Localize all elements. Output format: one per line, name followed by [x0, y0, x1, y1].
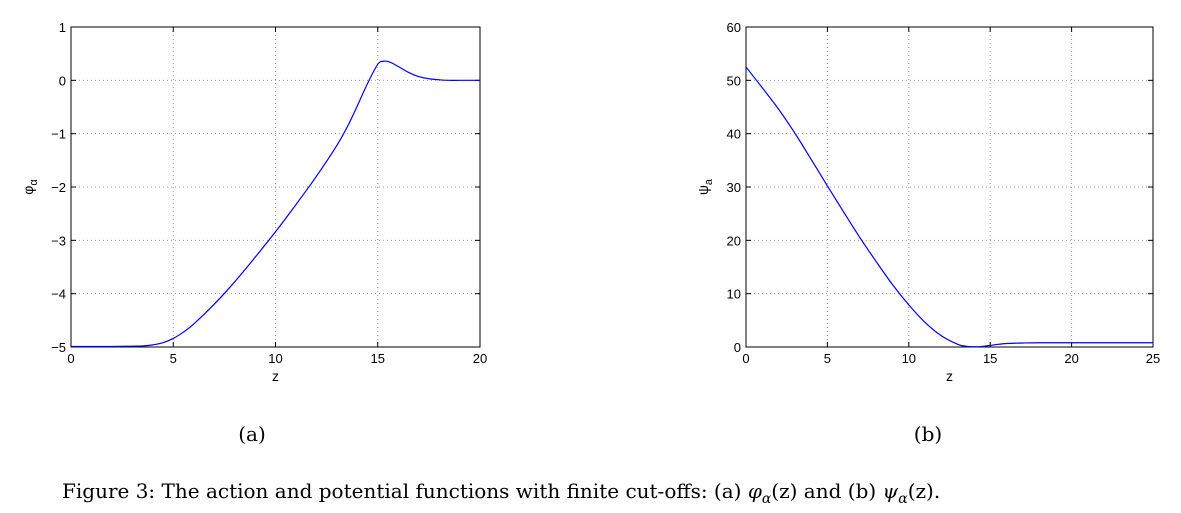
x-tick-label: 0 — [67, 351, 74, 366]
caption-prefix: Figure 3: The action and potential funct… — [62, 479, 748, 503]
caption-func-b: ψ — [883, 479, 899, 503]
y-tick-label: −5 — [51, 340, 66, 355]
subfigure-label-a: (a) — [238, 422, 266, 446]
caption-arg-b: (z) — [908, 479, 934, 503]
caption-end: . — [934, 479, 940, 503]
x-tick-label: 10 — [902, 351, 916, 366]
caption-func-a: φ — [748, 479, 762, 503]
x-tick-label: 10 — [268, 351, 282, 366]
x-tick-label: 20 — [1064, 351, 1078, 366]
chart-a: 0 5 10 15 20 −5 −4 −3 −2 −1 0 1 z φα — [20, 20, 487, 384]
y-tick-label: 60 — [727, 20, 741, 35]
series-line — [745, 66, 1153, 348]
x-tick-label: 0 — [742, 351, 749, 366]
y-tick-label: −2 — [51, 180, 66, 195]
x-tick-label: 15 — [371, 351, 385, 366]
y-tick-label: −4 — [51, 287, 66, 302]
y-axis-label: ψa — [695, 178, 715, 195]
y-tick-label: −1 — [51, 127, 66, 142]
x-tick-label: 25 — [1146, 351, 1160, 366]
y-tick-label: 0 — [59, 73, 66, 88]
y-tick-label: −3 — [51, 233, 66, 248]
plot-frame — [745, 26, 1154, 348]
y-axis-label: φα — [20, 179, 40, 195]
subfigure-label-b: (b) — [914, 422, 942, 446]
caption-sub-a: α — [762, 491, 772, 507]
figure-caption: Figure 3: The action and potential funct… — [62, 479, 940, 507]
y-tick-label: 50 — [727, 73, 741, 88]
x-axis-label: z — [272, 368, 279, 384]
y-tick-label: 10 — [727, 287, 741, 302]
caption-arg-a: (z) — [771, 479, 797, 503]
y-tick-label: 1 — [59, 20, 66, 35]
x-axis-label: z — [946, 368, 953, 384]
x-tick-label: 5 — [824, 351, 831, 366]
x-tick-label: 20 — [473, 351, 487, 366]
y-tick-label: 20 — [727, 233, 741, 248]
chart-b: 0 5 10 15 20 25 0 10 20 30 40 50 60 z ψa — [695, 20, 1160, 384]
y-tick-label: 40 — [727, 127, 741, 142]
y-tick-label: 0 — [734, 340, 741, 355]
caption-mid: and (b) — [797, 479, 882, 503]
x-tick-label: 5 — [170, 351, 177, 366]
x-tick-label: 15 — [983, 351, 997, 366]
series-line — [70, 60, 480, 348]
caption-sub-b: α — [898, 491, 908, 507]
y-tick-label: 30 — [727, 180, 741, 195]
